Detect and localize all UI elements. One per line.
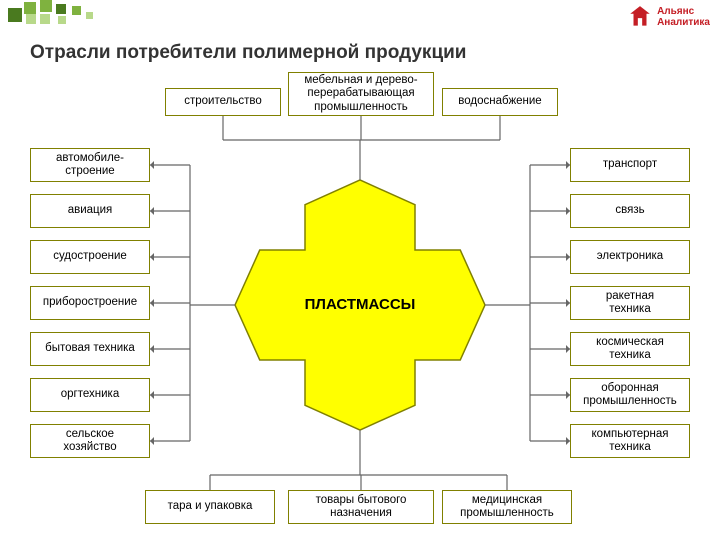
node-right-6: компьютерная техника [570, 424, 690, 458]
page-title: Отрасли потребители полимерной продукции [30, 42, 466, 64]
node-right-4: космическая техника [570, 332, 690, 366]
node-right-1: связь [570, 194, 690, 228]
node-right-0: транспорт [570, 148, 690, 182]
brand-line1: Альянс [657, 6, 710, 17]
node-top-2: водоснабжение [442, 88, 558, 116]
node-left-6: сельское хозяйство [30, 424, 150, 458]
node-right-5: оборонная промышленность [570, 378, 690, 412]
node-left-5: оргтехника [30, 378, 150, 412]
node-left-2: судостроение [30, 240, 150, 274]
header: Альянс Аналитика [0, 0, 720, 36]
node-bottom-0: тара и упаковка [145, 490, 275, 524]
node-left-0: автомобиле- строение [30, 148, 150, 182]
node-top-1: мебельная и дерево- перерабатывающая про… [288, 72, 434, 116]
node-left-3: приборостроение [30, 286, 150, 320]
brand-icon [627, 4, 653, 30]
brand-line2: Аналитика [657, 17, 710, 28]
diagram: строительствомебельная и дерево- перераб… [0, 70, 720, 540]
node-top-0: строительство [165, 88, 281, 116]
node-left-1: авиация [30, 194, 150, 228]
node-right-3: ракетная техника [570, 286, 690, 320]
node-bottom-1: товары бытового назначения [288, 490, 434, 524]
center-label: ПЛАСТМАССЫ [290, 296, 430, 313]
node-right-2: электроника [570, 240, 690, 274]
node-bottom-2: медицинская промышленность [442, 490, 572, 524]
node-left-4: бытовая техника [30, 332, 150, 366]
brand-logo: Альянс Аналитика [627, 4, 710, 30]
